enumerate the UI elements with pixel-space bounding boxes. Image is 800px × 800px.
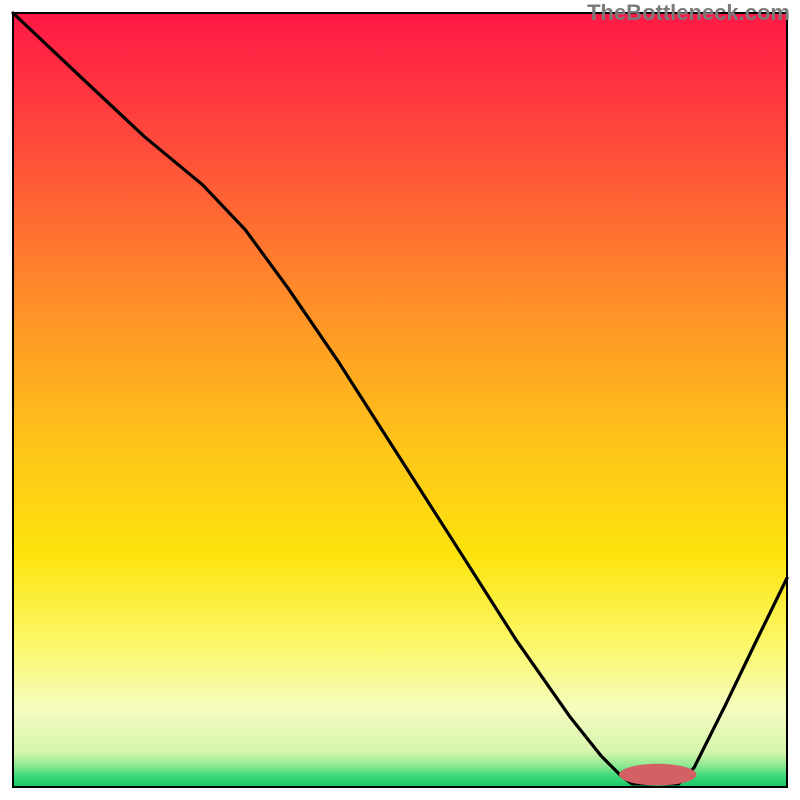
watermark-text: TheBottleneck.com [587, 0, 790, 26]
plot-background [13, 13, 787, 787]
chart-canvas: TheBottleneck.com [0, 0, 800, 800]
marker-pill [619, 764, 696, 786]
gradient-chart [0, 0, 800, 800]
plot-group [13, 13, 787, 787]
